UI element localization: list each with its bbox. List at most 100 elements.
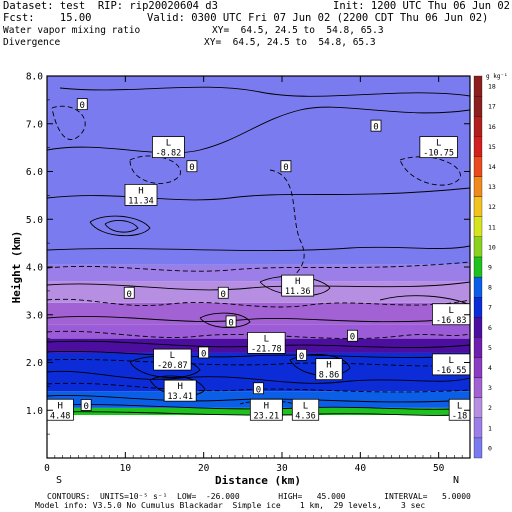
extremum-value: 11.34: [128, 196, 154, 206]
contour-line: [104, 220, 139, 233]
valid-label: Valid: 0300 UTC Fri 07 Jun 02 (2200 CDT …: [147, 12, 489, 24]
colorbar-label: 2: [488, 404, 492, 412]
field2-label: Divergence: [3, 37, 61, 48]
contour-line: [46, 382, 471, 393]
colorbar-label: 8: [488, 284, 492, 292]
extremum-box: [281, 274, 315, 297]
contour-label-box: [123, 286, 135, 299]
contour-line: [46, 316, 471, 323]
contour-line: [46, 395, 471, 403]
contour-label-box: [217, 286, 229, 299]
extremum-box: [291, 398, 320, 421]
contour-line: [51, 105, 86, 141]
extremum-kind: L: [166, 139, 171, 149]
contour-line: [199, 312, 251, 328]
contour-label-box: [186, 160, 198, 173]
extremum-box: [419, 136, 458, 159]
extremum-value: 11.36: [285, 287, 311, 297]
extremum-value: 8.86: [319, 371, 339, 381]
extremum-value: 13.41: [167, 392, 193, 402]
extremum-box: [152, 136, 185, 159]
moisture-band: [47, 264, 470, 282]
colorbar-label: 13: [488, 183, 496, 191]
y-tick-label: 8.0: [26, 72, 43, 83]
contour-label-box: [225, 315, 237, 328]
extremum-kind: H: [57, 401, 62, 411]
axes: 0 10 20 30 40 50 1.0 2.0 3.0 4.0 5.0 6.0 7.0 8.0: [26, 72, 471, 474]
contour-label-box: [370, 119, 382, 132]
contour-line: [46, 106, 471, 154]
model-info: Model info: V3.5.0 No Cumulus Blackadar …: [35, 501, 426, 510]
colorbar-label: 1: [488, 424, 492, 432]
y-tick-label: 6.0: [26, 167, 43, 178]
contour-line: [46, 351, 471, 359]
contour-label-box: [198, 346, 210, 359]
extremum-value: -8.82: [156, 149, 182, 159]
contour-line: [289, 354, 351, 376]
extremum-kind: L: [457, 401, 462, 411]
extremum-value: 23.21: [254, 411, 280, 421]
extremum-kind: H: [264, 401, 269, 411]
contour-label-box: [253, 382, 264, 395]
field1-xy: XY= 64.5, 24.5 to 54.8, 65.3: [212, 25, 384, 36]
extremum-kind: L: [448, 306, 453, 316]
field1-label: Water vapor mixing ratio: [3, 25, 141, 36]
contour-line: [46, 298, 471, 308]
extremum-kind: H: [326, 361, 331, 371]
colorbar-swatch: [473, 397, 483, 418]
contour-label: 0: [256, 385, 261, 395]
x-axis-label: Distance (km): [215, 474, 301, 487]
extremum-kind: L: [448, 356, 453, 366]
contour-line: [379, 295, 471, 306]
contour-line: [129, 155, 181, 184]
y-tick-label: 3.0: [26, 310, 43, 321]
contour-line: [59, 86, 471, 97]
colorbar-swatch: [473, 297, 483, 318]
moisture-band: [47, 76, 470, 265]
x-tick-label: 40: [355, 463, 367, 474]
y-tick-label: 1.0: [26, 406, 43, 417]
contour-label-box: [347, 329, 358, 342]
colorbar-label: 16: [488, 123, 496, 131]
colorbar-unit: g kg⁻¹: [486, 73, 508, 80]
x-tick-label: 50: [433, 463, 445, 474]
colorbar-swatch: [473, 256, 483, 278]
y-tick-label: 4.0: [26, 263, 43, 274]
contour-line: [46, 261, 471, 272]
extremum-box: [247, 331, 286, 354]
contour-label-box: [280, 160, 292, 173]
field2-xy: XY= 64.5, 24.5 to 54.8, 65.3: [204, 37, 376, 48]
colorbar-swatch: [473, 116, 483, 137]
contour-line: [89, 215, 151, 237]
contour-line: [46, 281, 471, 291]
extremum-box: [249, 398, 283, 421]
colorbar-label: 12: [488, 203, 496, 211]
contour-line: [46, 245, 471, 252]
colorbar-swatch: [473, 357, 483, 378]
extremum-value: -20.87: [157, 361, 188, 371]
contour-label-box: [80, 399, 92, 411]
contour-line: [46, 370, 471, 384]
colorbar-swatch: [473, 317, 483, 338]
init-label: Init: 1200 UTC Thu 06 Jun 02: [333, 0, 511, 12]
end-label-right: N: [453, 475, 459, 486]
forecast-label: Fcst: 15.00: [3, 12, 92, 24]
contour-label-box: [76, 98, 88, 111]
contour-label: 0: [373, 123, 378, 133]
dataset-label: Dataset: test RIP: rip20020604 d3: [3, 0, 218, 12]
colorbar-label: 11: [488, 223, 496, 231]
extremum-value: -21.78: [251, 344, 282, 354]
extremum-value: -18: [452, 411, 467, 421]
x-tick-label: 30: [276, 463, 288, 474]
colorbar-label: 17: [488, 103, 496, 111]
colorbar-swatch: [473, 417, 483, 439]
extremum-kind: H: [138, 186, 143, 196]
contour-label: 0: [228, 318, 233, 328]
extremum-value: -16.83: [436, 316, 467, 326]
colorbar-swatch: [473, 337, 483, 358]
contours-info: CONTOURS: UNITS=10⁻⁵ s⁻¹ LOW= -26.000 HI…: [47, 492, 471, 501]
colorbar-swatch: [473, 377, 483, 398]
y-tick-label: 2.0: [26, 358, 43, 369]
colorbar-swatch: [473, 156, 483, 177]
